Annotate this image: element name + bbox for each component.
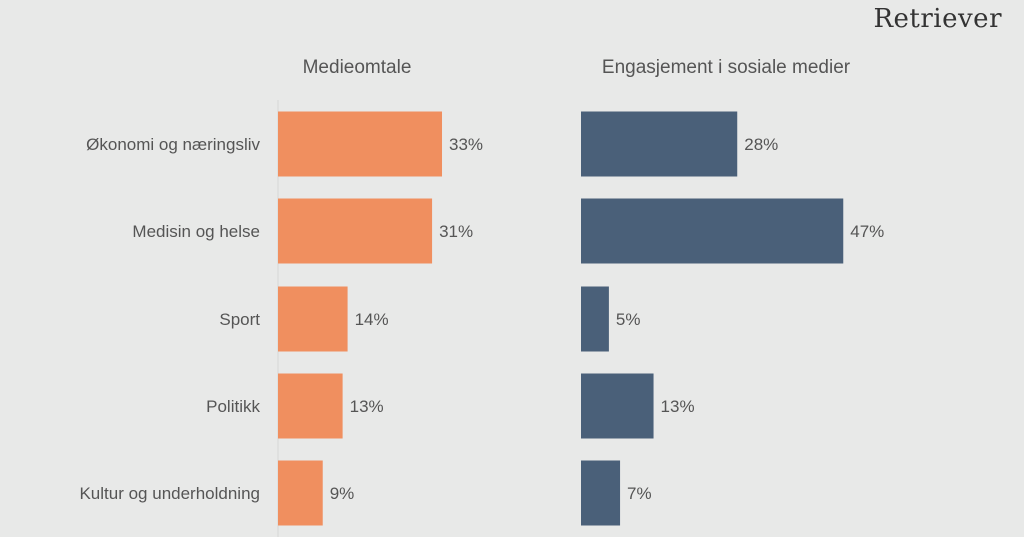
data-label: 5% bbox=[616, 310, 641, 329]
bar bbox=[278, 460, 323, 526]
data-label: 28% bbox=[744, 135, 778, 154]
retriever-logo: Retriever bbox=[873, 4, 1002, 34]
category-label: Kultur og underholdning bbox=[79, 484, 260, 503]
bar bbox=[581, 286, 609, 352]
bar bbox=[278, 286, 348, 352]
data-label: 14% bbox=[355, 310, 389, 329]
bar bbox=[581, 460, 621, 526]
data-label: 47% bbox=[850, 222, 884, 241]
bar bbox=[581, 111, 738, 177]
data-label: 33% bbox=[449, 135, 483, 154]
data-label: 13% bbox=[661, 397, 695, 416]
bar bbox=[278, 373, 343, 439]
panel-title: Medieomtale bbox=[303, 57, 412, 78]
bar bbox=[581, 198, 844, 264]
data-label: 13% bbox=[350, 397, 384, 416]
category-label: Politikk bbox=[206, 397, 260, 416]
bar bbox=[278, 198, 433, 264]
category-label: Medisin og helse bbox=[132, 222, 260, 241]
data-label: 9% bbox=[330, 484, 355, 503]
panel-title: Engasjement i sosiale medier bbox=[602, 57, 851, 78]
bar bbox=[278, 111, 443, 177]
category-label: Økonomi og næringsliv bbox=[86, 135, 260, 154]
category-label: Sport bbox=[219, 310, 260, 329]
data-label: 31% bbox=[439, 222, 473, 241]
bar bbox=[581, 373, 654, 439]
data-label: 7% bbox=[627, 484, 652, 503]
